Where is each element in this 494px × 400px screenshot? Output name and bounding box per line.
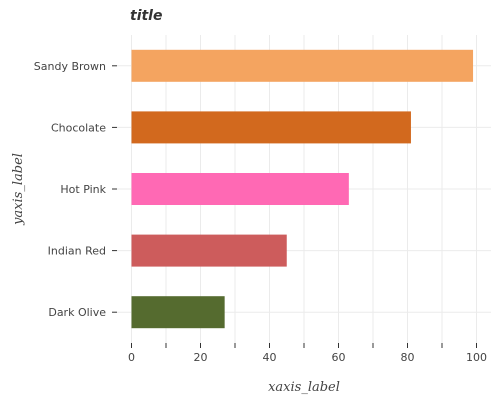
y-tick-label: Dark Olive [48,306,106,319]
bar-hot-pink [131,173,349,205]
bar-sandy-brown [131,49,474,82]
y-tick-label: Sandy Brown [34,60,106,73]
y-tick-label: Hot Pink [60,183,106,196]
x-tick-label: 80 [401,351,415,364]
y-tick-label: Chocolate [51,121,106,134]
bar-indian-red [131,234,287,267]
bar-dark-olive [131,296,225,329]
chart-title: title [130,8,162,24]
x-tick-label: 40 [263,351,277,364]
x-tick-label: 20 [194,351,208,364]
bar-chocolate [131,111,411,144]
x-tick-label: 100 [466,351,487,364]
x-axis-label: xaxis_label [268,380,340,395]
axes: Sandy Brown Chocolate Hot Pink Indian Red Da… [34,60,487,364]
y-tick-label: Indian Red [48,245,106,258]
y-axis-label: yaxis_label [11,153,26,226]
x-tick-label: 0 [128,351,135,364]
bars [131,49,474,329]
x-tick-label: 60 [332,351,346,364]
